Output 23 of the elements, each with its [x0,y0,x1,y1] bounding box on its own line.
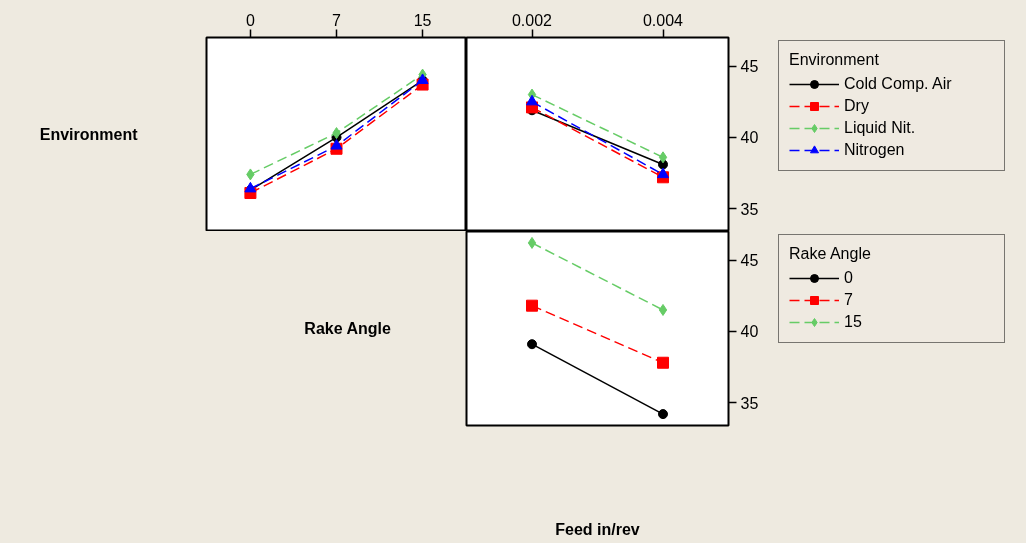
legend-label: 7 [844,291,854,309]
y-tick-label: 40 [740,129,759,147]
y-tick-label: 45 [740,252,759,270]
legend-label: Dry [844,97,870,115]
x-tick-label: 0.002 [511,11,553,29]
y-axis-title: Environment [39,126,139,143]
x-tick-label: 0.004 [642,11,684,29]
legend-label: Liquid Nit. [844,119,917,137]
legend-label: 15 [844,313,863,331]
x-tick-label: 7 [332,11,342,29]
x-tick-label: 0 [245,11,255,29]
legend-label: 0 [844,269,854,287]
legend-label: Nitrogen [844,141,906,159]
y-axis-title: Rake Angle [304,320,392,337]
y-tick-label: 40 [740,323,759,341]
y-tick-label: 45 [740,58,759,76]
y-tick-label: 35 [740,200,759,218]
x-tick-label: 15 [413,11,432,29]
legend-title: Rake Angle [789,245,872,263]
x-axis-title: Feed in/rev [555,520,640,538]
legend-label: Cold Comp. Air [844,75,953,93]
legend-title: Environment [789,51,880,69]
y-tick-label: 35 [740,394,759,412]
